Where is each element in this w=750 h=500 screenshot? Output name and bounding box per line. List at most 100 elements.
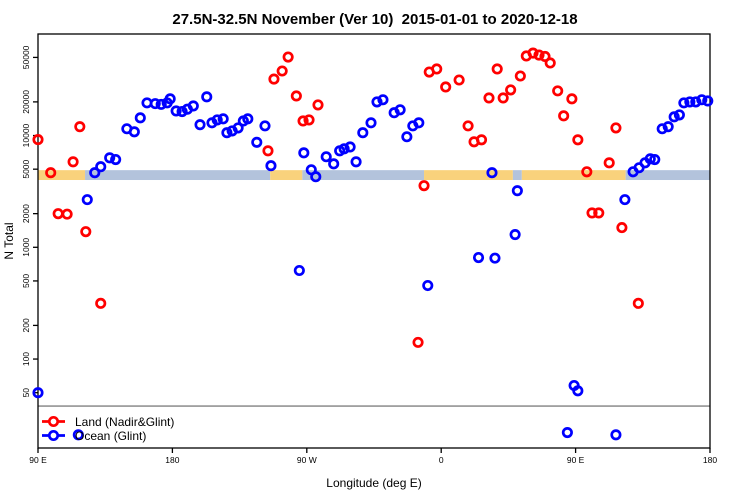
data-point xyxy=(72,429,84,441)
band-segment-ocean xyxy=(625,170,710,181)
data-point xyxy=(297,115,309,127)
data-point xyxy=(303,114,315,126)
data-point xyxy=(619,194,631,206)
data-point xyxy=(486,167,498,179)
data-point xyxy=(104,152,116,164)
data-point xyxy=(491,63,503,75)
data-point xyxy=(552,85,564,97)
data-point xyxy=(344,141,356,153)
data-point xyxy=(350,156,362,168)
y-tick-label: 50000 xyxy=(21,45,31,69)
data-point xyxy=(497,92,509,104)
x-axis-title: Longitude (deg E) xyxy=(326,476,421,490)
data-point xyxy=(453,74,465,86)
data-point xyxy=(527,47,539,59)
data-point xyxy=(673,109,685,121)
data-point xyxy=(262,145,274,157)
data-point xyxy=(242,113,254,125)
data-point xyxy=(110,153,122,166)
data-point xyxy=(128,126,140,138)
data-point xyxy=(440,81,452,93)
data-point xyxy=(572,134,584,146)
data-point xyxy=(194,119,206,131)
axes: 50 100 200 500 1000 2000 5000 10000 20000 50000 90… xyxy=(21,33,717,465)
data-point xyxy=(483,92,495,104)
data-point xyxy=(561,426,573,439)
data-point xyxy=(201,91,213,103)
data-point xyxy=(696,94,708,106)
data-point xyxy=(217,113,229,125)
data-point xyxy=(298,147,310,159)
data-point xyxy=(610,429,622,441)
y-tick-label: 100 xyxy=(21,352,31,366)
data-point xyxy=(632,297,644,309)
data-point xyxy=(662,121,674,133)
y-tick-label: 50 xyxy=(21,388,31,398)
data-point xyxy=(338,143,350,155)
data-point xyxy=(566,93,578,105)
legend-marker-icon xyxy=(47,415,60,428)
data-point xyxy=(357,127,369,139)
data-point xyxy=(81,194,93,206)
data-point xyxy=(328,158,340,170)
data-point xyxy=(431,63,443,75)
data-point xyxy=(149,98,161,110)
band-segment-land xyxy=(270,170,303,181)
band-segment-land xyxy=(521,170,626,181)
data-point xyxy=(509,229,521,241)
data-point xyxy=(365,117,377,129)
data-point xyxy=(489,252,501,264)
band-segment-land xyxy=(424,170,513,181)
data-point xyxy=(89,167,101,179)
data-point xyxy=(558,110,570,122)
points-ocean xyxy=(32,91,714,441)
plot-border xyxy=(37,33,711,449)
data-point xyxy=(187,100,199,112)
data-point xyxy=(371,96,383,108)
data-point xyxy=(462,120,474,132)
data-point xyxy=(45,167,57,179)
data-point xyxy=(95,161,107,173)
data-point xyxy=(572,385,584,397)
data-point xyxy=(176,105,188,118)
data-point xyxy=(290,90,302,102)
band-segment-land xyxy=(38,170,86,181)
data-point xyxy=(221,127,233,139)
y-tick-label: 1000 xyxy=(21,238,31,257)
data-point xyxy=(412,336,424,348)
data-point xyxy=(155,98,167,110)
data-point xyxy=(616,222,628,234)
data-point xyxy=(95,297,107,309)
data-point xyxy=(472,251,485,264)
data-point xyxy=(593,207,605,219)
data-point xyxy=(67,156,79,168)
data-point xyxy=(511,185,523,197)
data-point xyxy=(603,157,615,169)
data-point xyxy=(312,99,324,111)
x-tick-label: 180 xyxy=(165,455,179,465)
data-point xyxy=(164,93,176,105)
x-tick-label: 90 E xyxy=(567,455,585,465)
data-point xyxy=(505,84,517,96)
y-tick-label: 5000 xyxy=(21,159,31,178)
data-point xyxy=(268,73,280,85)
data-point xyxy=(276,65,288,77)
data-point xyxy=(422,279,434,292)
band-segment-ocean xyxy=(512,170,522,181)
data-point xyxy=(544,57,556,69)
data-point xyxy=(533,49,545,61)
data-point xyxy=(377,94,389,106)
surface-band xyxy=(38,170,710,181)
legend: Land (Nadir&Glint)Ocean (Glint) xyxy=(42,415,174,443)
data-point xyxy=(401,131,413,143)
y-tick-label: 500 xyxy=(21,274,31,288)
data-point xyxy=(80,226,92,238)
data-point xyxy=(61,208,73,220)
data-point xyxy=(52,208,64,220)
data-point xyxy=(649,153,661,166)
data-point xyxy=(170,105,182,117)
data-point xyxy=(702,95,714,107)
data-point xyxy=(32,134,44,146)
